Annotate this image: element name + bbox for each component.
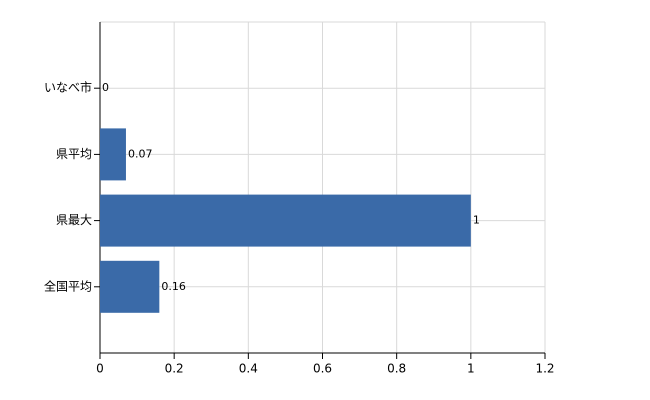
x-tick-label: 0.6 [313,362,332,376]
x-tick-label: 0.8 [387,362,406,376]
x-tick-label: 0 [96,362,104,376]
x-tick-label: 1 [467,362,475,376]
value-label: 1 [473,214,480,227]
y-tick-label: 県平均 [56,147,92,161]
y-tick-label: 全国平均 [44,278,92,293]
y-tick-label: 県最大 [56,213,92,227]
bar [100,260,160,313]
x-tick-label: 0.4 [239,362,258,376]
bar [100,194,471,247]
bar [100,128,126,181]
y-tick-label: いなべ市 [44,80,92,95]
value-label: 0.07 [128,147,153,160]
x-tick-label: 1.2 [535,362,554,376]
value-label: 0.16 [161,280,186,293]
value-label: 0 [102,81,109,94]
x-tick-label: 0.2 [165,362,184,376]
